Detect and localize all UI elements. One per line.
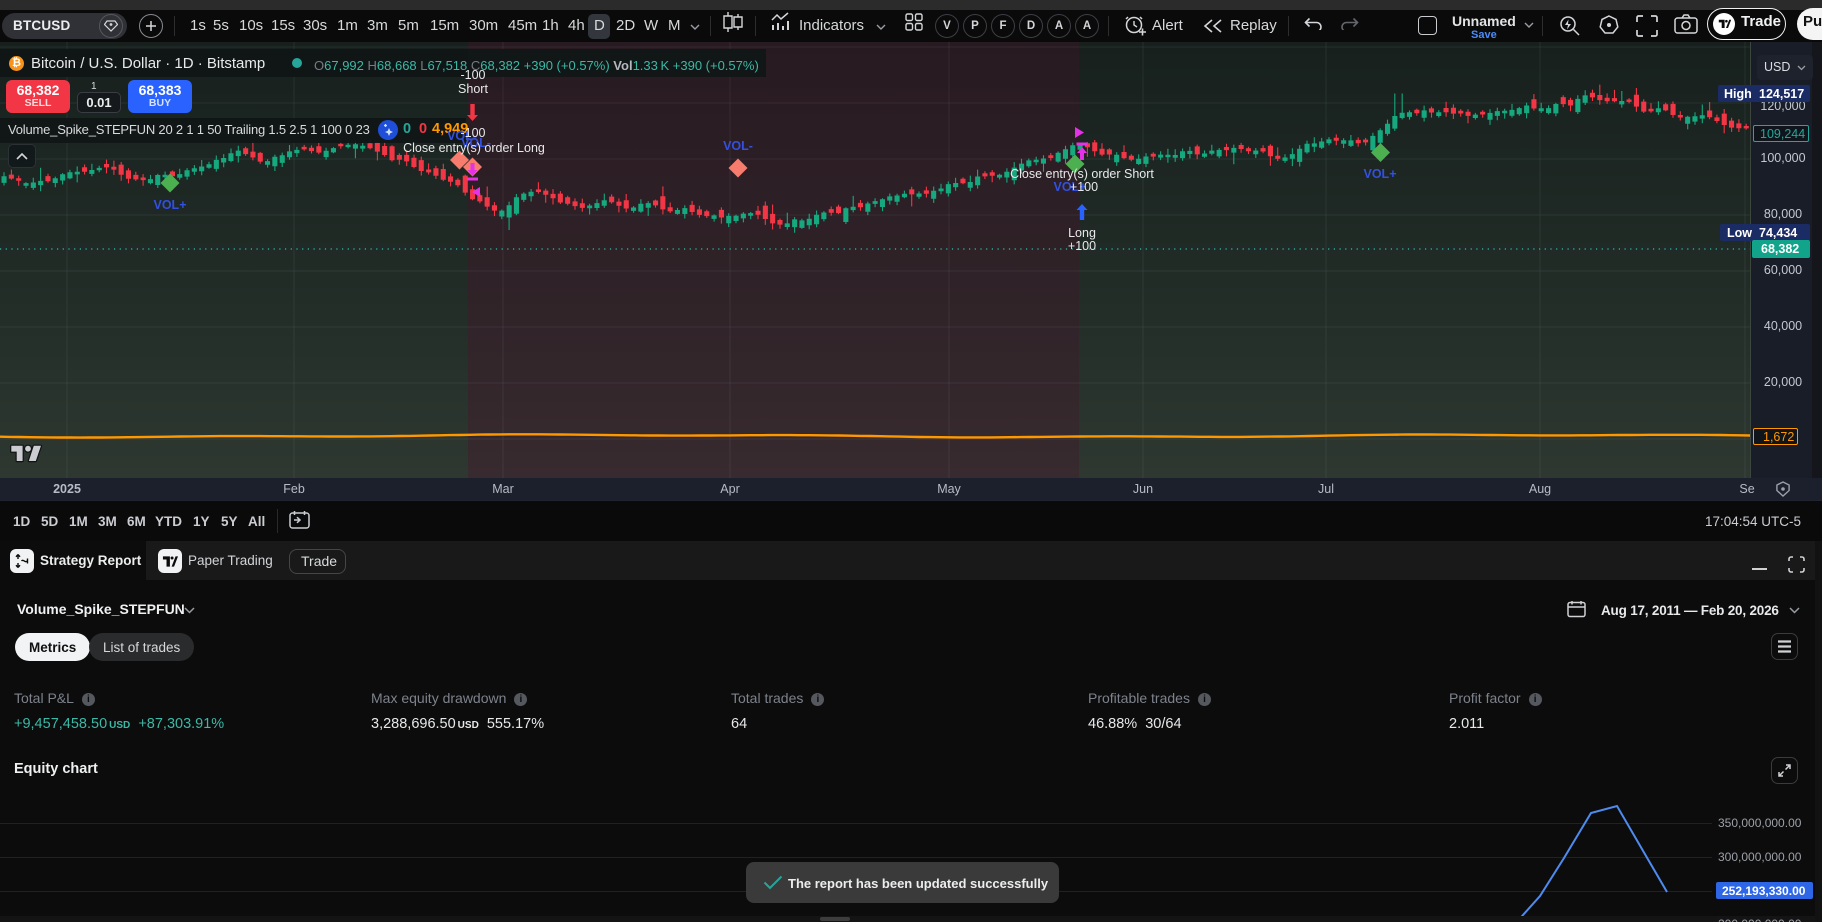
svg-text:VOL+: VOL+ (1054, 180, 1087, 194)
svg-text:+100: +100 (1070, 180, 1098, 194)
svg-text:VOL-: VOL- (723, 139, 753, 153)
svg-text:VOL+: VOL+ (1364, 167, 1397, 181)
svg-text:Close entry(s) order Short: Close entry(s) order Short (1010, 167, 1154, 181)
svg-text:VOL+: VOL+ (154, 198, 187, 212)
svg-text:Long: Long (1068, 226, 1096, 240)
svg-text:+100: +100 (1068, 239, 1096, 253)
